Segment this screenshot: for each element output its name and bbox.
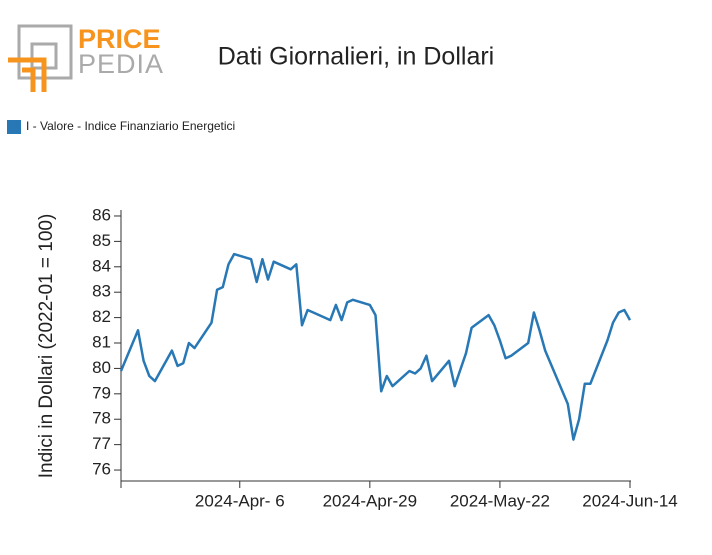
logo-bracket: [22, 67, 36, 92]
x-tick-label: 2024-Apr- 6: [195, 491, 285, 510]
y-tick-label: 78: [92, 409, 111, 428]
x-tick-label: 2024-Jun-14: [582, 491, 677, 510]
y-tick-label: 77: [92, 434, 111, 453]
logo: PRICE PEDIA: [8, 24, 164, 92]
legend-label: I - Valore - Indice Finanziario Energeti…: [26, 119, 235, 133]
logo-text: PEDIA: [78, 49, 164, 79]
legend-swatch: [7, 120, 21, 134]
y-tick-label: 82: [92, 307, 111, 326]
y-tick-label: 84: [92, 256, 111, 275]
y-tick-label: 83: [92, 282, 111, 301]
y-tick-label: 79: [92, 383, 111, 402]
y-tick-label: 76: [92, 460, 111, 479]
y-tick-label: 81: [92, 332, 111, 351]
y-axis-label: Indici in Dollari (2022-01 = 100): [36, 214, 57, 479]
logo-text: PRICE: [78, 24, 161, 54]
logo-bracket: [8, 57, 47, 92]
chart-title: Dati Giornalieri, in Dollari: [218, 43, 494, 71]
data-line: [119, 252, 632, 441]
y-tick-label: 85: [92, 231, 111, 250]
x-tick-label: 2024-May-22: [450, 491, 550, 510]
y-tick-label: 80: [92, 358, 111, 377]
y-tick-label: 86: [92, 205, 111, 224]
x-tick-label: 2024-Apr-29: [323, 491, 418, 510]
